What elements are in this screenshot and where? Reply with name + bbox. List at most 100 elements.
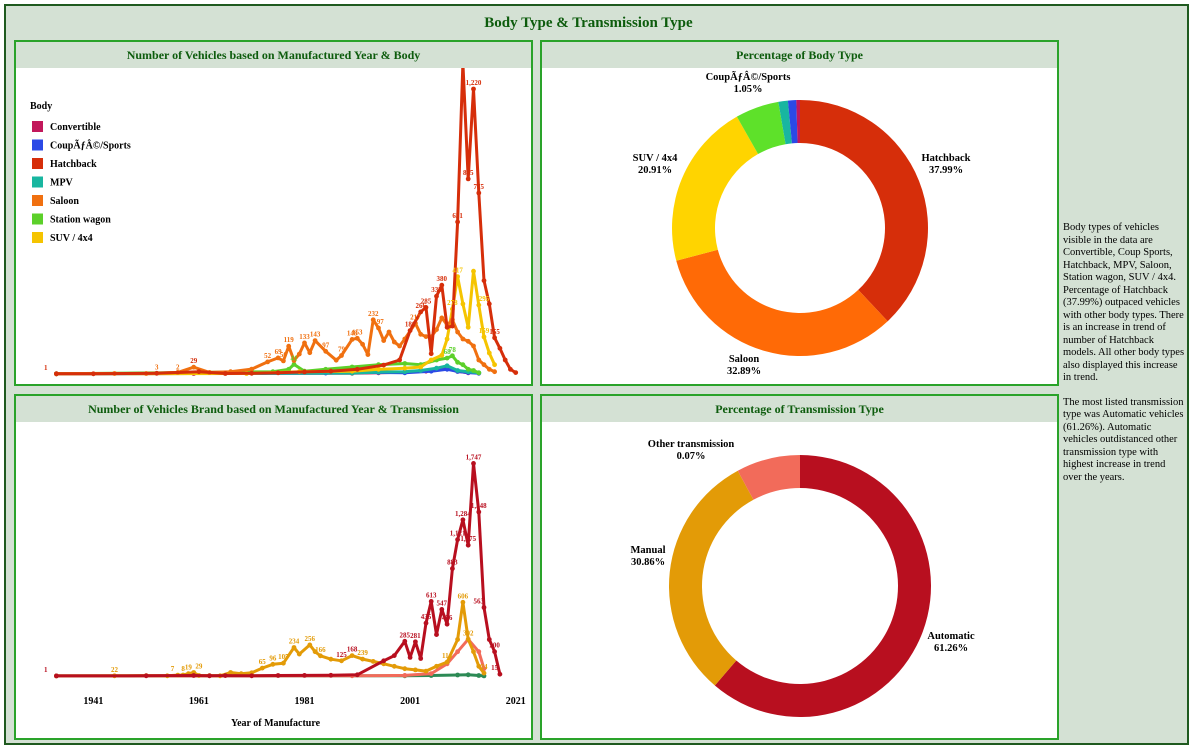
data-point-saloon[interactable] <box>365 352 371 357</box>
data-point-manual[interactable] <box>460 599 466 605</box>
data-point-manual[interactable] <box>434 663 439 669</box>
data-point-automatic[interactable] <box>402 638 408 644</box>
data-point-station-wagon[interactable] <box>476 370 482 376</box>
data-point-suv-4x4[interactable] <box>444 336 450 342</box>
data-point-station-wagon[interactable] <box>286 366 292 372</box>
data-point-hatchback[interactable] <box>275 370 281 376</box>
data-point-hatchback[interactable] <box>502 357 508 363</box>
data-point-saloon[interactable] <box>471 343 476 349</box>
data-point-saloon[interactable] <box>302 340 307 346</box>
data-point-automatic[interactable] <box>207 673 212 679</box>
data-point-semi-auto[interactable] <box>465 672 471 678</box>
data-point-other-transmission[interactable] <box>476 649 482 655</box>
data-point-saloon[interactable] <box>455 329 460 335</box>
slice-other-transmission[interactable] <box>737 455 800 500</box>
data-point-saloon[interactable] <box>307 350 313 356</box>
data-point-suv-4x4[interactable] <box>460 301 466 307</box>
slice-coup-sports[interactable] <box>787 100 798 144</box>
slice-saloon[interactable] <box>676 249 888 356</box>
data-point-hatchback[interactable] <box>513 370 519 375</box>
data-point-suv-4x4[interactable] <box>402 365 408 371</box>
data-point-saloon[interactable] <box>275 355 281 361</box>
data-point-saloon[interactable] <box>460 336 466 342</box>
data-point-station-wagon[interactable] <box>465 366 471 372</box>
data-point-saloon[interactable] <box>370 317 376 323</box>
data-point-saloon[interactable] <box>191 364 197 370</box>
body-pie-panel[interactable]: Percentage of Body Type Hatchback 37.99% S… <box>540 40 1059 386</box>
data-point-automatic[interactable] <box>391 653 397 658</box>
data-point-saloon[interactable] <box>281 358 286 364</box>
data-point-hatchback[interactable] <box>354 366 360 372</box>
data-point-automatic[interactable] <box>249 673 255 679</box>
legend-swatch-hatchback[interactable] <box>32 158 43 169</box>
data-point-automatic[interactable] <box>486 637 492 642</box>
data-point-saloon[interactable] <box>323 348 329 354</box>
series-line-manual[interactable] <box>56 600 486 678</box>
data-point-semi-auto[interactable] <box>455 672 460 678</box>
data-point-manual[interactable] <box>339 658 344 664</box>
data-point-automatic[interactable] <box>407 655 413 660</box>
data-point-hatchback[interactable] <box>222 371 228 376</box>
data-point-hatchback[interactable] <box>196 369 202 375</box>
data-point-automatic[interactable] <box>418 656 424 661</box>
data-point-manual[interactable] <box>349 653 355 658</box>
legend-item-station-wagon[interactable]: Station wagon <box>50 215 111 226</box>
data-point-suv-4x4[interactable] <box>439 352 445 358</box>
legend-item-suv-4x4[interactable]: SUV / 4x4 <box>50 233 93 244</box>
data-point-saloon[interactable] <box>349 337 355 342</box>
data-point-hatchback[interactable] <box>418 309 424 315</box>
data-point-mpv[interactable] <box>455 368 460 373</box>
legend-swatch-coup-sports[interactable] <box>32 139 43 151</box>
data-point-hatchback[interactable] <box>465 176 471 182</box>
data-point-other-transmission[interactable] <box>428 671 434 676</box>
legend-swatch-saloon[interactable] <box>32 195 43 206</box>
data-point-mpv[interactable] <box>434 365 439 371</box>
data-point-saloon[interactable] <box>339 353 344 358</box>
data-point-manual[interactable] <box>465 636 471 642</box>
data-point-semi-auto[interactable] <box>476 673 482 678</box>
data-point-hatchback[interactable] <box>428 351 434 357</box>
data-point-saloon[interactable] <box>423 334 429 339</box>
data-point-hatchback[interactable] <box>328 368 334 374</box>
data-point-manual[interactable] <box>471 649 476 655</box>
data-point-saloon[interactable] <box>360 341 365 347</box>
data-point-hatchback[interactable] <box>397 357 402 363</box>
data-point-automatic[interactable] <box>492 649 497 655</box>
legend-item-coup-sports[interactable]: CoupÃƒÂ©/Sports <box>50 140 131 152</box>
data-point-automatic[interactable] <box>471 461 476 466</box>
data-point-hatchback[interactable] <box>450 323 455 329</box>
data-point-manual[interactable] <box>476 663 482 669</box>
data-point-automatic[interactable] <box>497 671 503 677</box>
data-point-automatic[interactable] <box>191 673 197 678</box>
data-point-saloon[interactable] <box>249 366 255 372</box>
data-point-manual[interactable] <box>360 656 365 662</box>
data-point-hatchback[interactable] <box>444 324 450 330</box>
data-point-automatic[interactable] <box>465 542 471 548</box>
slice-station-wagon[interactable] <box>736 101 786 155</box>
data-point-station-wagon[interactable] <box>455 359 460 365</box>
legend-item-convertible[interactable]: Convertible <box>50 122 101 133</box>
legend-item-hatchback[interactable]: Hatchback <box>50 159 97 170</box>
data-point-saloon[interactable] <box>312 338 318 343</box>
legend-swatch-station-wagon[interactable] <box>32 213 43 225</box>
data-point-saloon[interactable] <box>286 343 292 349</box>
data-point-other-transmission[interactable] <box>455 649 460 655</box>
data-point-automatic[interactable] <box>450 566 455 571</box>
data-point-manual[interactable] <box>259 665 265 671</box>
data-point-automatic[interactable] <box>54 673 59 679</box>
data-point-hatchback[interactable] <box>434 293 439 299</box>
data-point-automatic[interactable] <box>455 537 460 542</box>
data-point-automatic[interactable] <box>275 673 281 678</box>
data-point-saloon[interactable] <box>434 327 439 332</box>
data-point-manual[interactable] <box>318 653 323 659</box>
data-point-suv-4x4[interactable] <box>476 302 482 308</box>
data-point-hatchback[interactable] <box>381 362 387 368</box>
data-point-automatic[interactable] <box>481 605 487 610</box>
data-point-suv-4x4[interactable] <box>481 334 487 340</box>
slice-mpv[interactable] <box>778 100 792 145</box>
data-point-manual[interactable] <box>270 661 276 667</box>
data-point-saloon[interactable] <box>418 331 424 337</box>
